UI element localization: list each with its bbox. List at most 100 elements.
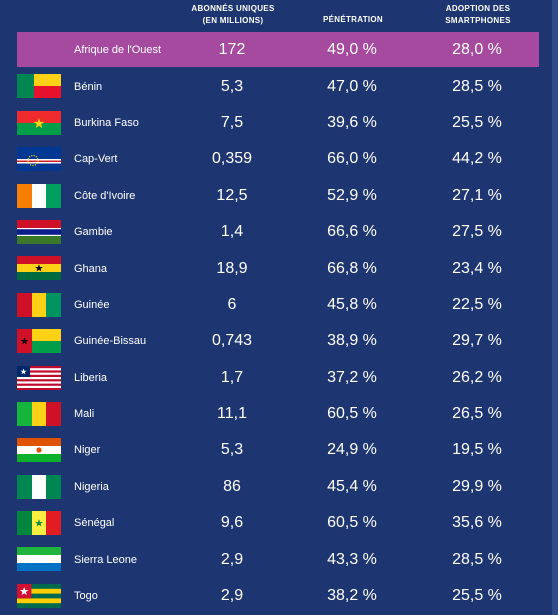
country-name: Togo bbox=[74, 590, 98, 603]
table-row: Gambie 1,4 66,6 % 27,5 % bbox=[17, 214, 539, 250]
column-header-smartphones-line2: SMARTPHONES bbox=[445, 16, 511, 25]
table-row: Bénin 5,3 47,0 % 28,5 % bbox=[17, 68, 539, 104]
country-name: Ghana bbox=[74, 262, 108, 275]
table-row: Ghana 18,9 66,8 % 23,4 % bbox=[17, 250, 539, 286]
subscribers-value: 0,743 bbox=[211, 332, 253, 350]
table-row: Côte d'Ivoire 12,5 52,9 % 27,1 % bbox=[17, 178, 539, 214]
right-edge-bar bbox=[552, 0, 558, 615]
column-header-penetration: PÉNÉTRATION bbox=[308, 14, 398, 26]
region-name: Afrique de l'Ouest bbox=[74, 43, 162, 56]
subscribers-value: 5,3 bbox=[220, 77, 244, 95]
cap-vert-flag-icon bbox=[17, 147, 61, 172]
table-row: Mali 11,1 60,5 % 26,5 % bbox=[17, 396, 539, 432]
column-header-smartphones: ADOPTION DES SMARTPHONES bbox=[428, 3, 528, 27]
penetration-value: 47,0 % bbox=[327, 77, 377, 95]
country-name: Gambie bbox=[74, 226, 113, 239]
smartphones-value: 35,6 % bbox=[452, 514, 502, 532]
penetration-value: 66,8 % bbox=[327, 259, 377, 277]
table-row: Togo 2,9 38,2 % 25,5 % bbox=[17, 578, 539, 614]
gambie-flag-icon bbox=[17, 219, 61, 244]
subscribers-value: 9,6 bbox=[220, 514, 244, 532]
region-penetration: 49,0 % bbox=[327, 40, 377, 58]
country-name: Cap-Vert bbox=[74, 153, 118, 166]
country-name: Mali bbox=[74, 408, 95, 421]
column-header-subscribers-line1: ABONNÉS UNIQUES bbox=[191, 4, 275, 13]
subscribers-value: 86 bbox=[223, 477, 241, 495]
region-smartphones: 28,0 % bbox=[452, 40, 502, 58]
smartphones-value: 22,5 % bbox=[452, 295, 502, 313]
penetration-value: 45,8 % bbox=[327, 295, 377, 313]
subscribers-value: 18,9 bbox=[216, 259, 248, 277]
smartphones-value: 29,9 % bbox=[452, 477, 502, 495]
guinee-bissau-flag-icon bbox=[17, 329, 61, 354]
country-name: Bénin bbox=[74, 80, 103, 93]
country-name: Guinée-Bissau bbox=[74, 335, 147, 348]
penetration-value: 39,6 % bbox=[327, 113, 377, 131]
penetration-value: 60,5 % bbox=[327, 514, 377, 532]
country-name: Burkina Faso bbox=[74, 116, 139, 129]
subscribers-value: 0,359 bbox=[211, 150, 253, 168]
smartphones-value: 27,1 % bbox=[452, 186, 502, 204]
togo-flag-icon bbox=[17, 583, 61, 608]
country-name: Sierra Leone bbox=[74, 553, 137, 566]
smartphones-value: 26,2 % bbox=[452, 368, 502, 386]
subscribers-value: 11,1 bbox=[217, 405, 247, 423]
country-name: Nigeria bbox=[74, 480, 109, 493]
table-row: Niger 5,3 24,9 % 19,5 % bbox=[17, 432, 539, 468]
subscribers-value: 1,7 bbox=[220, 368, 244, 386]
smartphones-value: 28,5 % bbox=[452, 550, 502, 568]
smartphones-value: 19,5 % bbox=[452, 441, 502, 459]
column-header-penetration-label: PÉNÉTRATION bbox=[322, 15, 384, 24]
penetration-value: 45,4 % bbox=[327, 477, 377, 495]
penetration-value: 24,9 % bbox=[327, 441, 377, 459]
smartphones-value: 25,5 % bbox=[452, 113, 502, 131]
subscribers-value: 1,4 bbox=[220, 223, 244, 241]
benin-flag-icon bbox=[17, 74, 61, 99]
penetration-value: 66,0 % bbox=[327, 150, 377, 168]
mali-flag-icon bbox=[17, 401, 61, 426]
smartphones-value: 44,2 % bbox=[452, 150, 502, 168]
data-table: Afrique de l'Ouest 172 49,0 % 28,0 % Bén… bbox=[17, 32, 539, 614]
region-subscribers: 172 bbox=[218, 40, 246, 58]
column-header-subscribers-line2: (EN MILLIONS) bbox=[202, 16, 264, 25]
subscribers-value: 6 bbox=[227, 295, 237, 313]
senegal-flag-icon bbox=[17, 511, 61, 536]
table-row: Guinée 6 45,8 % 22,5 % bbox=[17, 287, 539, 323]
nigeria-flag-icon bbox=[17, 474, 61, 499]
niger-flag-icon bbox=[17, 438, 61, 463]
country-name: Sénégal bbox=[74, 517, 115, 530]
subscribers-value: 2,9 bbox=[220, 550, 244, 568]
smartphones-value: 25,5 % bbox=[452, 587, 502, 605]
country-name: Liberia bbox=[74, 371, 108, 384]
smartphones-value: 26,5 % bbox=[452, 405, 502, 423]
ghana-flag-icon bbox=[17, 256, 61, 281]
table-row: Cap-Vert 0,359 66,0 % 44,2 % bbox=[17, 141, 539, 177]
penetration-value: 38,9 % bbox=[327, 332, 377, 350]
sierra-leone-flag-icon bbox=[17, 547, 61, 572]
table-row: Sierra Leone 2,9 43,3 % 28,5 % bbox=[17, 541, 539, 577]
smartphones-value: 27,5 % bbox=[452, 223, 502, 241]
column-header-smartphones-line1: ADOPTION DES bbox=[445, 4, 511, 13]
smartphones-value: 23,4 % bbox=[452, 259, 502, 277]
penetration-value: 52,9 % bbox=[327, 186, 377, 204]
smartphones-value: 28,5 % bbox=[452, 77, 502, 95]
table-row: Nigeria 86 45,4 % 29,9 % bbox=[17, 469, 539, 505]
country-name: Niger bbox=[74, 444, 101, 457]
guinee-flag-icon bbox=[17, 292, 61, 317]
region-total-row: Afrique de l'Ouest 172 49,0 % 28,0 % bbox=[17, 32, 539, 67]
subscribers-value: 7,5 bbox=[220, 113, 244, 131]
penetration-value: 60,5 % bbox=[327, 405, 377, 423]
penetration-value: 43,3 % bbox=[327, 550, 377, 568]
subscribers-value: 2,9 bbox=[220, 587, 244, 605]
smartphones-value: 29,7 % bbox=[452, 332, 502, 350]
table-row: Sénégal 9,6 60,5 % 35,6 % bbox=[17, 505, 539, 541]
cote-divoire-flag-icon bbox=[17, 183, 61, 208]
subscribers-value: 12,5 bbox=[216, 186, 248, 204]
table-row: Burkina Faso 7,5 39,6 % 25,5 % bbox=[17, 105, 539, 141]
table-row: Liberia 1,7 37,2 % 26,2 % bbox=[17, 360, 539, 396]
subscribers-value: 5,3 bbox=[220, 441, 244, 459]
penetration-value: 66,6 % bbox=[327, 223, 377, 241]
column-header-subscribers: ABONNÉS UNIQUES (EN MILLIONS) bbox=[178, 3, 288, 27]
penetration-value: 38,2 % bbox=[327, 587, 377, 605]
country-name: Guinée bbox=[74, 298, 110, 311]
